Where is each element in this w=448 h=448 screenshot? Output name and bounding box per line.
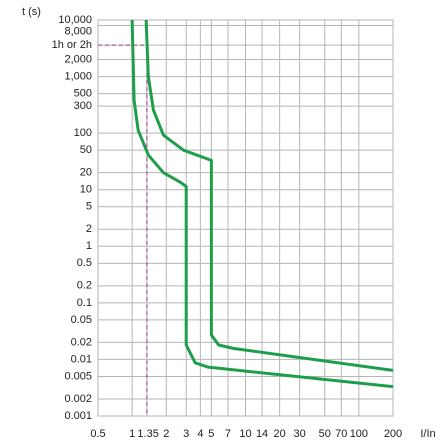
y-tick-label: 8,000 [64,25,92,37]
y-tick-label: 300 [74,100,92,112]
x-axis-label: I/In [420,428,435,440]
y-tick-label: 0.5 [77,257,92,269]
x-tick-label: 70 [335,428,347,440]
y-tick-label: 10 [80,184,92,196]
y-tick-label: 1h or 2h [52,39,92,51]
y-tick-label: 1,000 [64,70,92,82]
y-tick-label: 5 [86,201,92,213]
x-tick-label: 1.35 [137,428,158,440]
y-tick-label: 50 [80,144,92,156]
x-tick-label: 0.5 [90,428,105,440]
y-tick-label: 10,000 [58,14,92,26]
x-tick-label: 20 [274,428,286,440]
y-tick-label: 0.01 [71,353,92,365]
x-tick-label: 30 [293,428,305,440]
x-tick-label: 200 [384,428,402,440]
x-tick-label: 50 [319,428,331,440]
y-tick-label: 100 [74,127,92,139]
y-tick-label: 0.2 [77,280,92,292]
y-tick-label: 0.02 [71,336,92,348]
y-axis-label: t (s) [22,6,41,18]
x-tick-label: 14 [256,428,268,440]
y-tick-label: 2,000 [64,53,92,65]
x-tick-label: 2 [163,428,169,440]
tripping-curve [144,19,394,372]
y-tick-label: 0.05 [71,314,92,326]
x-tick-label: 4 [197,428,203,440]
x-tick-label: 1 [129,428,135,440]
x-tick-label: 100 [350,428,368,440]
y-tick-label: 20 [80,167,92,179]
tripping-curve [130,19,394,389]
y-tick-label: 500 [74,88,92,100]
x-tick-label: 10 [239,428,251,440]
y-tick-label: 0.001 [64,410,92,422]
y-tick-label: 0.002 [64,393,92,405]
y-tick-label: 2 [86,223,92,235]
x-tick-label: 7 [225,428,231,440]
y-tick-label: 0.1 [77,297,92,309]
y-tick-label: 1 [86,240,92,252]
x-tick-label: 5 [208,428,214,440]
x-tick-label: 3 [183,428,189,440]
y-tick-label: 0.005 [64,370,92,382]
